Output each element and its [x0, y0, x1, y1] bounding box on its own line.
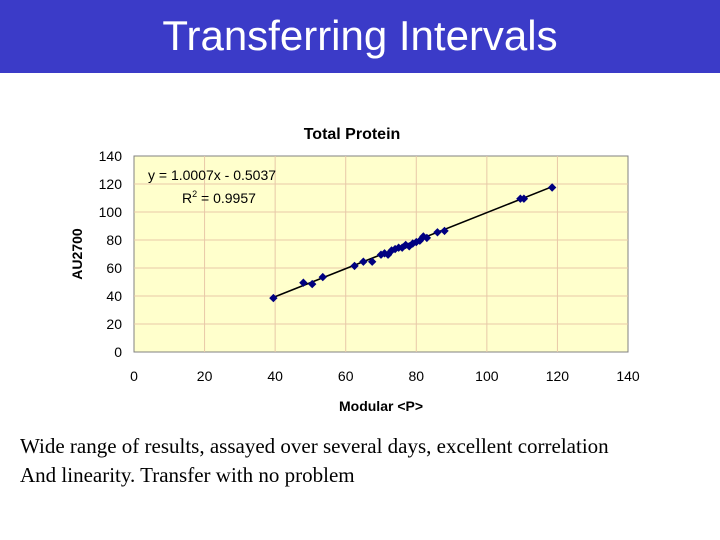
data-point: [408, 239, 417, 248]
equation-label: y = 1.0007x - 0.5037: [148, 167, 276, 183]
data-point: [519, 194, 529, 203]
x-tick-label: 100: [475, 368, 499, 384]
y-tick-label: 60: [106, 260, 122, 276]
x-tick-label: 60: [338, 368, 354, 384]
y-axis-ticks: 0 20 40 60 80 100 120 140: [99, 148, 123, 360]
y-tick-label: 120: [99, 176, 123, 192]
data-point: [318, 272, 327, 282]
x-axis-ticks: 0 20 40 60 80 100 120 140: [130, 368, 640, 384]
y-tick-label: 0: [114, 344, 122, 360]
title-bar: [0, 0, 720, 73]
data-point: [359, 257, 368, 266]
y-tick-label: 20: [106, 316, 122, 332]
data-point: [422, 233, 432, 243]
y-tick-label: 100: [99, 204, 123, 220]
data-point: [433, 228, 442, 237]
slide-caption: Wide range of results, assayed over seve…: [20, 432, 710, 490]
y-tick-label: 40: [106, 288, 122, 304]
data-point: [367, 257, 377, 266]
y-tick-label: 80: [106, 232, 122, 248]
x-tick-label: 140: [616, 368, 640, 384]
data-point: [350, 261, 359, 271]
x-tick-label: 120: [546, 368, 570, 384]
chart-title: Total Protein: [304, 126, 401, 143]
x-tick-label: 20: [197, 368, 213, 384]
data-point: [269, 293, 278, 303]
data-point: [307, 279, 317, 289]
x-tick-label: 0: [130, 368, 138, 384]
data-points: [269, 183, 557, 303]
y-axis-label: AU2700: [69, 228, 85, 280]
slide-title: Transferring Intervals: [162, 12, 558, 59]
x-tick-label: 40: [267, 368, 283, 384]
y-tick-label: 140: [99, 148, 123, 164]
caption-line-2: And linearity. Transfer with no problem: [20, 463, 355, 487]
r-squared-label: R2 = 0.9957: [182, 189, 256, 206]
data-point: [299, 278, 308, 287]
x-axis-label: Modular <P>: [339, 398, 423, 414]
data-point: [547, 183, 557, 192]
grid: [134, 156, 628, 352]
x-tick-label: 80: [408, 368, 424, 384]
data-point: [440, 226, 449, 236]
caption-line-1: Wide range of results, assayed over seve…: [20, 434, 609, 458]
scatter-chart: Total Protein 0 20 40 60 80 100 120 140 0 20 40 60…: [69, 126, 640, 414]
